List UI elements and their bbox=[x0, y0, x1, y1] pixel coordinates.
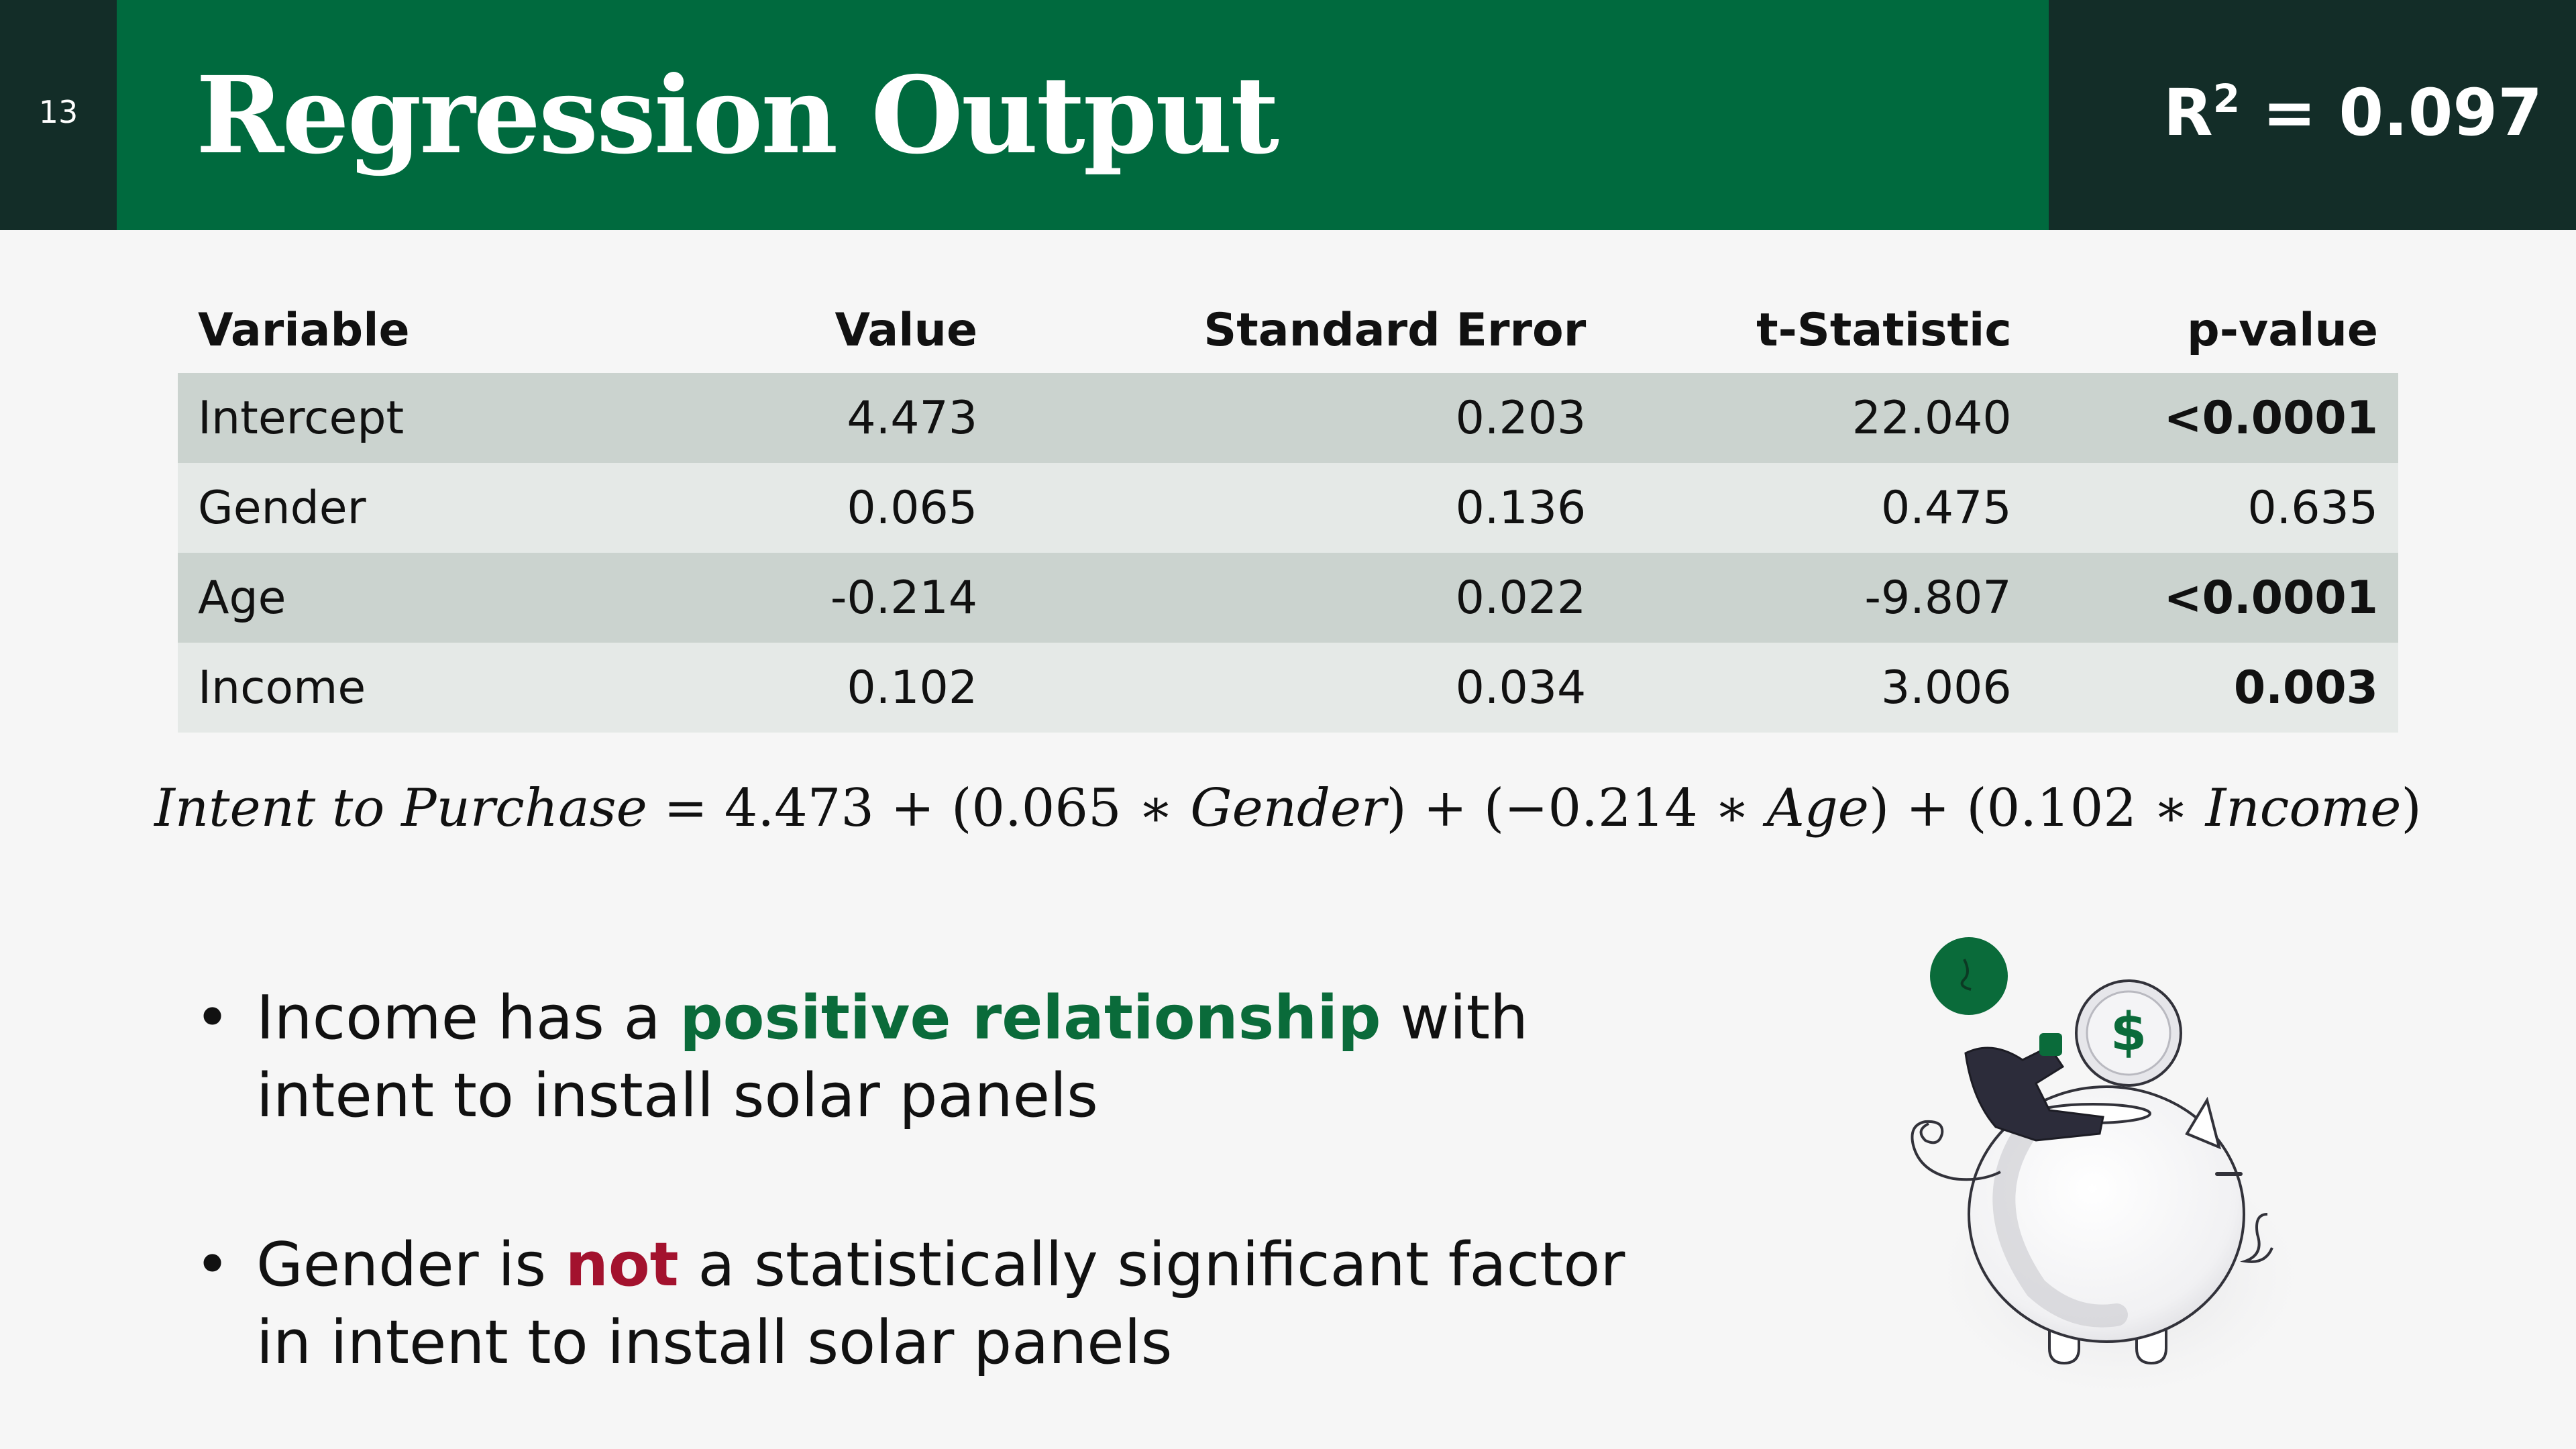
equation-part: ) + (−0.214 ∗ bbox=[1386, 778, 1767, 839]
cell-std-error: 0.203 bbox=[1455, 391, 1587, 445]
cell-variable: Age bbox=[198, 571, 286, 625]
cell-variable: Income bbox=[198, 661, 366, 714]
cell-p-value: <0.0001 bbox=[2163, 571, 2378, 625]
table-row: Gender 0.065 0.136 0.475 0.635 bbox=[178, 463, 2398, 553]
bullet-item: • Income has a positive relationship with… bbox=[195, 979, 1670, 1135]
bullet-item: • Gender is not a statistically significa… bbox=[195, 1226, 1670, 1382]
bullet-list: • Income has a positive relationship with… bbox=[195, 979, 1670, 1449]
cell-t-stat: 0.475 bbox=[1880, 481, 2012, 535]
bullet-text: Gender is bbox=[256, 1230, 566, 1300]
cell-value: -0.214 bbox=[830, 571, 978, 625]
bullet-dot-icon: • bbox=[195, 983, 231, 1053]
column-header-variable: Variable bbox=[198, 303, 410, 357]
cell-std-error: 0.034 bbox=[1455, 661, 1587, 714]
bullet-text: Income has a bbox=[256, 983, 680, 1053]
bullet-text: with intent to install solar panels bbox=[256, 983, 1529, 1131]
cell-p-value: <0.0001 bbox=[2163, 391, 2378, 445]
column-header-value: Value bbox=[835, 303, 978, 357]
piggy-bank-icon: $ bbox=[1911, 937, 2321, 1395]
equation-part: ) + (0.102 ∗ bbox=[1868, 778, 2206, 839]
title-bar bbox=[117, 0, 2049, 230]
r-squared-panel bbox=[2049, 0, 2576, 230]
regression-equation: Intent to Purchase = 4.473 + (0.065 ∗ Ge… bbox=[0, 778, 2576, 839]
cell-p-value: 0.635 bbox=[2247, 481, 2378, 535]
equation-part: = 4.473 + (0.065 ∗ bbox=[647, 778, 1191, 839]
cell-t-stat: 22.040 bbox=[1851, 391, 2012, 445]
table-header-row: Variable Value Standard Error t-Statisti… bbox=[178, 287, 2398, 373]
bullet-highlight-negative: not bbox=[565, 1230, 679, 1300]
cell-t-stat: 3.006 bbox=[1880, 661, 2012, 714]
cell-t-stat: -9.807 bbox=[1864, 571, 2012, 625]
r-squared-value: = 0.097 bbox=[2240, 75, 2542, 150]
r-squared-label: R bbox=[2163, 75, 2213, 150]
column-header-standard-error: Standard Error bbox=[1203, 303, 1587, 357]
bullet-dot-icon: • bbox=[195, 1230, 231, 1300]
bullet-text: a statistically significant factor in in… bbox=[256, 1230, 1625, 1378]
cell-std-error: 0.022 bbox=[1455, 571, 1587, 625]
cell-value: 0.065 bbox=[847, 481, 978, 535]
cell-variable: Gender bbox=[198, 481, 366, 535]
bullet-highlight-positive: positive relationship bbox=[680, 983, 1381, 1053]
regression-table: Variable Value Standard Error t-Statisti… bbox=[178, 287, 2398, 733]
cell-p-value: 0.003 bbox=[2233, 661, 2378, 714]
cell-variable: Intercept bbox=[198, 391, 405, 445]
equation-part: ) bbox=[2401, 778, 2422, 839]
equation-age: Age bbox=[1766, 778, 1869, 839]
equation-income: Income bbox=[2205, 778, 2402, 839]
table-row: Age -0.214 0.022 -9.807 <0.0001 bbox=[178, 553, 2398, 643]
r-squared-superscript: 2 bbox=[2212, 76, 2241, 121]
slide-number: 13 bbox=[38, 94, 78, 130]
equation-gender: Gender bbox=[1190, 778, 1387, 839]
equation-lhs: Intent to Purchase bbox=[154, 778, 647, 839]
cell-value: 0.102 bbox=[847, 661, 978, 714]
coin-dollar-icon: $ bbox=[2110, 1002, 2147, 1063]
table-row: Income 0.102 0.034 3.006 0.003 bbox=[178, 643, 2398, 733]
column-header-p-value: p-value bbox=[2187, 303, 2378, 357]
cell-std-error: 0.136 bbox=[1455, 481, 1587, 535]
slide-number-panel bbox=[0, 0, 117, 230]
table-row: Intercept 4.473 0.203 22.040 <0.0001 bbox=[178, 373, 2398, 463]
cell-value: 4.473 bbox=[847, 391, 978, 445]
page-title: Regression Output bbox=[196, 54, 1279, 178]
r-squared: R2 = 0.097 bbox=[2049, 75, 2542, 150]
column-header-t-statistic: t-Statistic bbox=[1756, 303, 2012, 357]
